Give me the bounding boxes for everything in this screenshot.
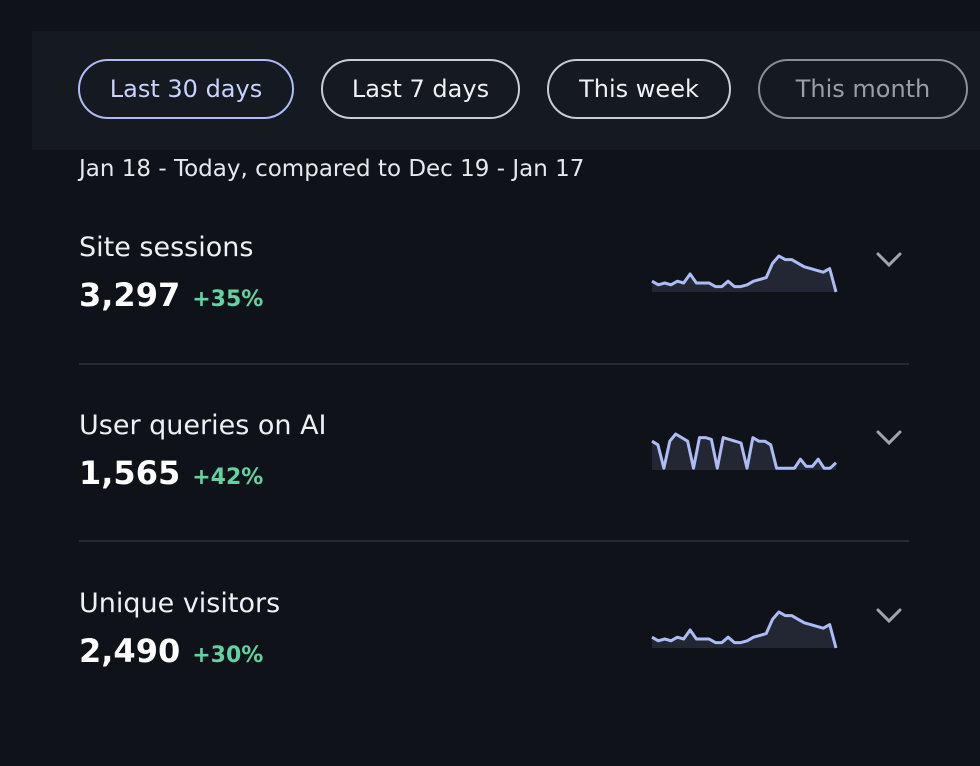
metric-value-row: 1,565 +42% bbox=[79, 454, 263, 492]
metric-value: 2,490 bbox=[79, 632, 181, 670]
chevron-down-icon[interactable] bbox=[875, 606, 903, 626]
metric-site-sessions[interactable]: Site sessions 3,297 +35% bbox=[79, 232, 909, 410]
metric-name: Site sessions bbox=[79, 232, 254, 263]
date-filter-bar: Last 30 days Last 7 days This week This … bbox=[32, 31, 980, 150]
sparkline bbox=[651, 610, 838, 649]
sparkline bbox=[651, 254, 838, 293]
divider bbox=[79, 540, 909, 542]
filter-this-week[interactable]: This week bbox=[547, 59, 731, 119]
metric-delta: +30% bbox=[192, 643, 264, 668]
metric-value-row: 2,490 +30% bbox=[79, 632, 263, 670]
filter-label: This month bbox=[795, 75, 931, 103]
filter-label: This week bbox=[579, 75, 699, 103]
filter-label: Last 7 days bbox=[351, 75, 490, 103]
metric-name: User queries on AI bbox=[79, 410, 327, 441]
metric-unique-visitors[interactable]: Unique visitors 2,490 +30% bbox=[79, 588, 909, 766]
filter-last-7-days[interactable]: Last 7 days bbox=[321, 59, 520, 119]
metric-name: Unique visitors bbox=[79, 588, 281, 619]
filter-label: Last 30 days bbox=[109, 75, 263, 103]
metric-user-queries-on-ai[interactable]: User queries on AI 1,565 +42% bbox=[79, 410, 909, 588]
filter-last-30-days[interactable]: Last 30 days bbox=[78, 59, 294, 119]
sparkline-line bbox=[651, 610, 838, 649]
chevron-down-icon[interactable] bbox=[875, 250, 903, 270]
filter-this-month[interactable]: This month bbox=[758, 59, 968, 119]
sparkline-line bbox=[651, 254, 838, 293]
date-range-text: Jan 18 - Today, compared to Dec 19 - Jan… bbox=[79, 156, 585, 182]
sparkline bbox=[651, 432, 838, 470]
metric-value: 3,297 bbox=[79, 276, 181, 314]
divider bbox=[79, 363, 909, 365]
metric-value: 1,565 bbox=[79, 454, 181, 492]
metric-delta: +42% bbox=[192, 465, 264, 490]
sparkline-line bbox=[651, 432, 838, 470]
chevron-down-icon[interactable] bbox=[875, 428, 903, 448]
sparkline-area bbox=[652, 434, 836, 470]
metric-value-row: 3,297 +35% bbox=[79, 276, 263, 314]
metric-delta: +35% bbox=[192, 287, 264, 312]
